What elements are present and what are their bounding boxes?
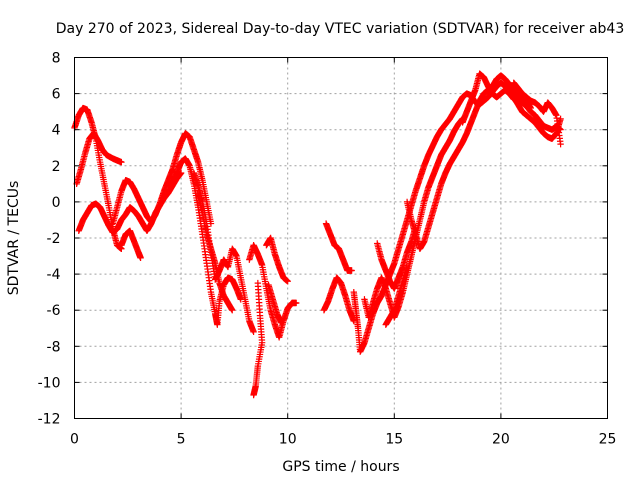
data-point bbox=[403, 263, 411, 271]
y-axis: -12 -10 -8 -6 -4 -2 0 2 4 6 8 bbox=[38, 51, 608, 428]
y-tick-label: 4 bbox=[52, 123, 61, 139]
data-points bbox=[71, 70, 564, 399]
y-tick-label: -12 bbox=[38, 412, 61, 428]
data-point bbox=[118, 158, 125, 166]
x-tick-label: 10 bbox=[279, 432, 297, 448]
y-tick-label: -8 bbox=[47, 339, 61, 355]
x-axis-label: GPS time / hours bbox=[282, 459, 399, 475]
y-tick-label: -6 bbox=[47, 303, 61, 319]
x-tick-label: 25 bbox=[599, 432, 617, 448]
y-tick-label: 2 bbox=[52, 159, 61, 175]
data-point bbox=[348, 267, 355, 274]
y-tick-label: -2 bbox=[47, 231, 61, 247]
data-point bbox=[229, 307, 236, 314]
x-tick-label: 15 bbox=[385, 432, 403, 448]
x-tick-label: 20 bbox=[492, 432, 510, 448]
y-tick-label: 8 bbox=[52, 51, 61, 67]
x-axis: 0 5 10 15 20 25 bbox=[70, 57, 617, 448]
y-axis-label: SDTVAR / TECUs bbox=[6, 181, 22, 296]
y-tick-label: 0 bbox=[52, 195, 61, 211]
y-tick-label: 6 bbox=[52, 87, 61, 103]
y-tick-label: -4 bbox=[47, 267, 61, 283]
x-tick-label: 5 bbox=[177, 432, 186, 448]
data-point bbox=[250, 328, 257, 336]
grid bbox=[74, 57, 608, 419]
y-tick-label: -10 bbox=[38, 375, 61, 391]
data-point bbox=[527, 104, 534, 112]
data-point bbox=[137, 254, 144, 262]
chart-title: Day 270 of 2023, Sidereal Day-to-day VTE… bbox=[56, 21, 625, 37]
data-point bbox=[250, 391, 257, 399]
data-point bbox=[557, 140, 564, 148]
x-tick-label: 0 bbox=[70, 432, 79, 448]
data-point bbox=[284, 278, 291, 285]
data-point bbox=[293, 299, 300, 307]
data-point bbox=[278, 319, 285, 327]
data-point bbox=[557, 115, 564, 123]
